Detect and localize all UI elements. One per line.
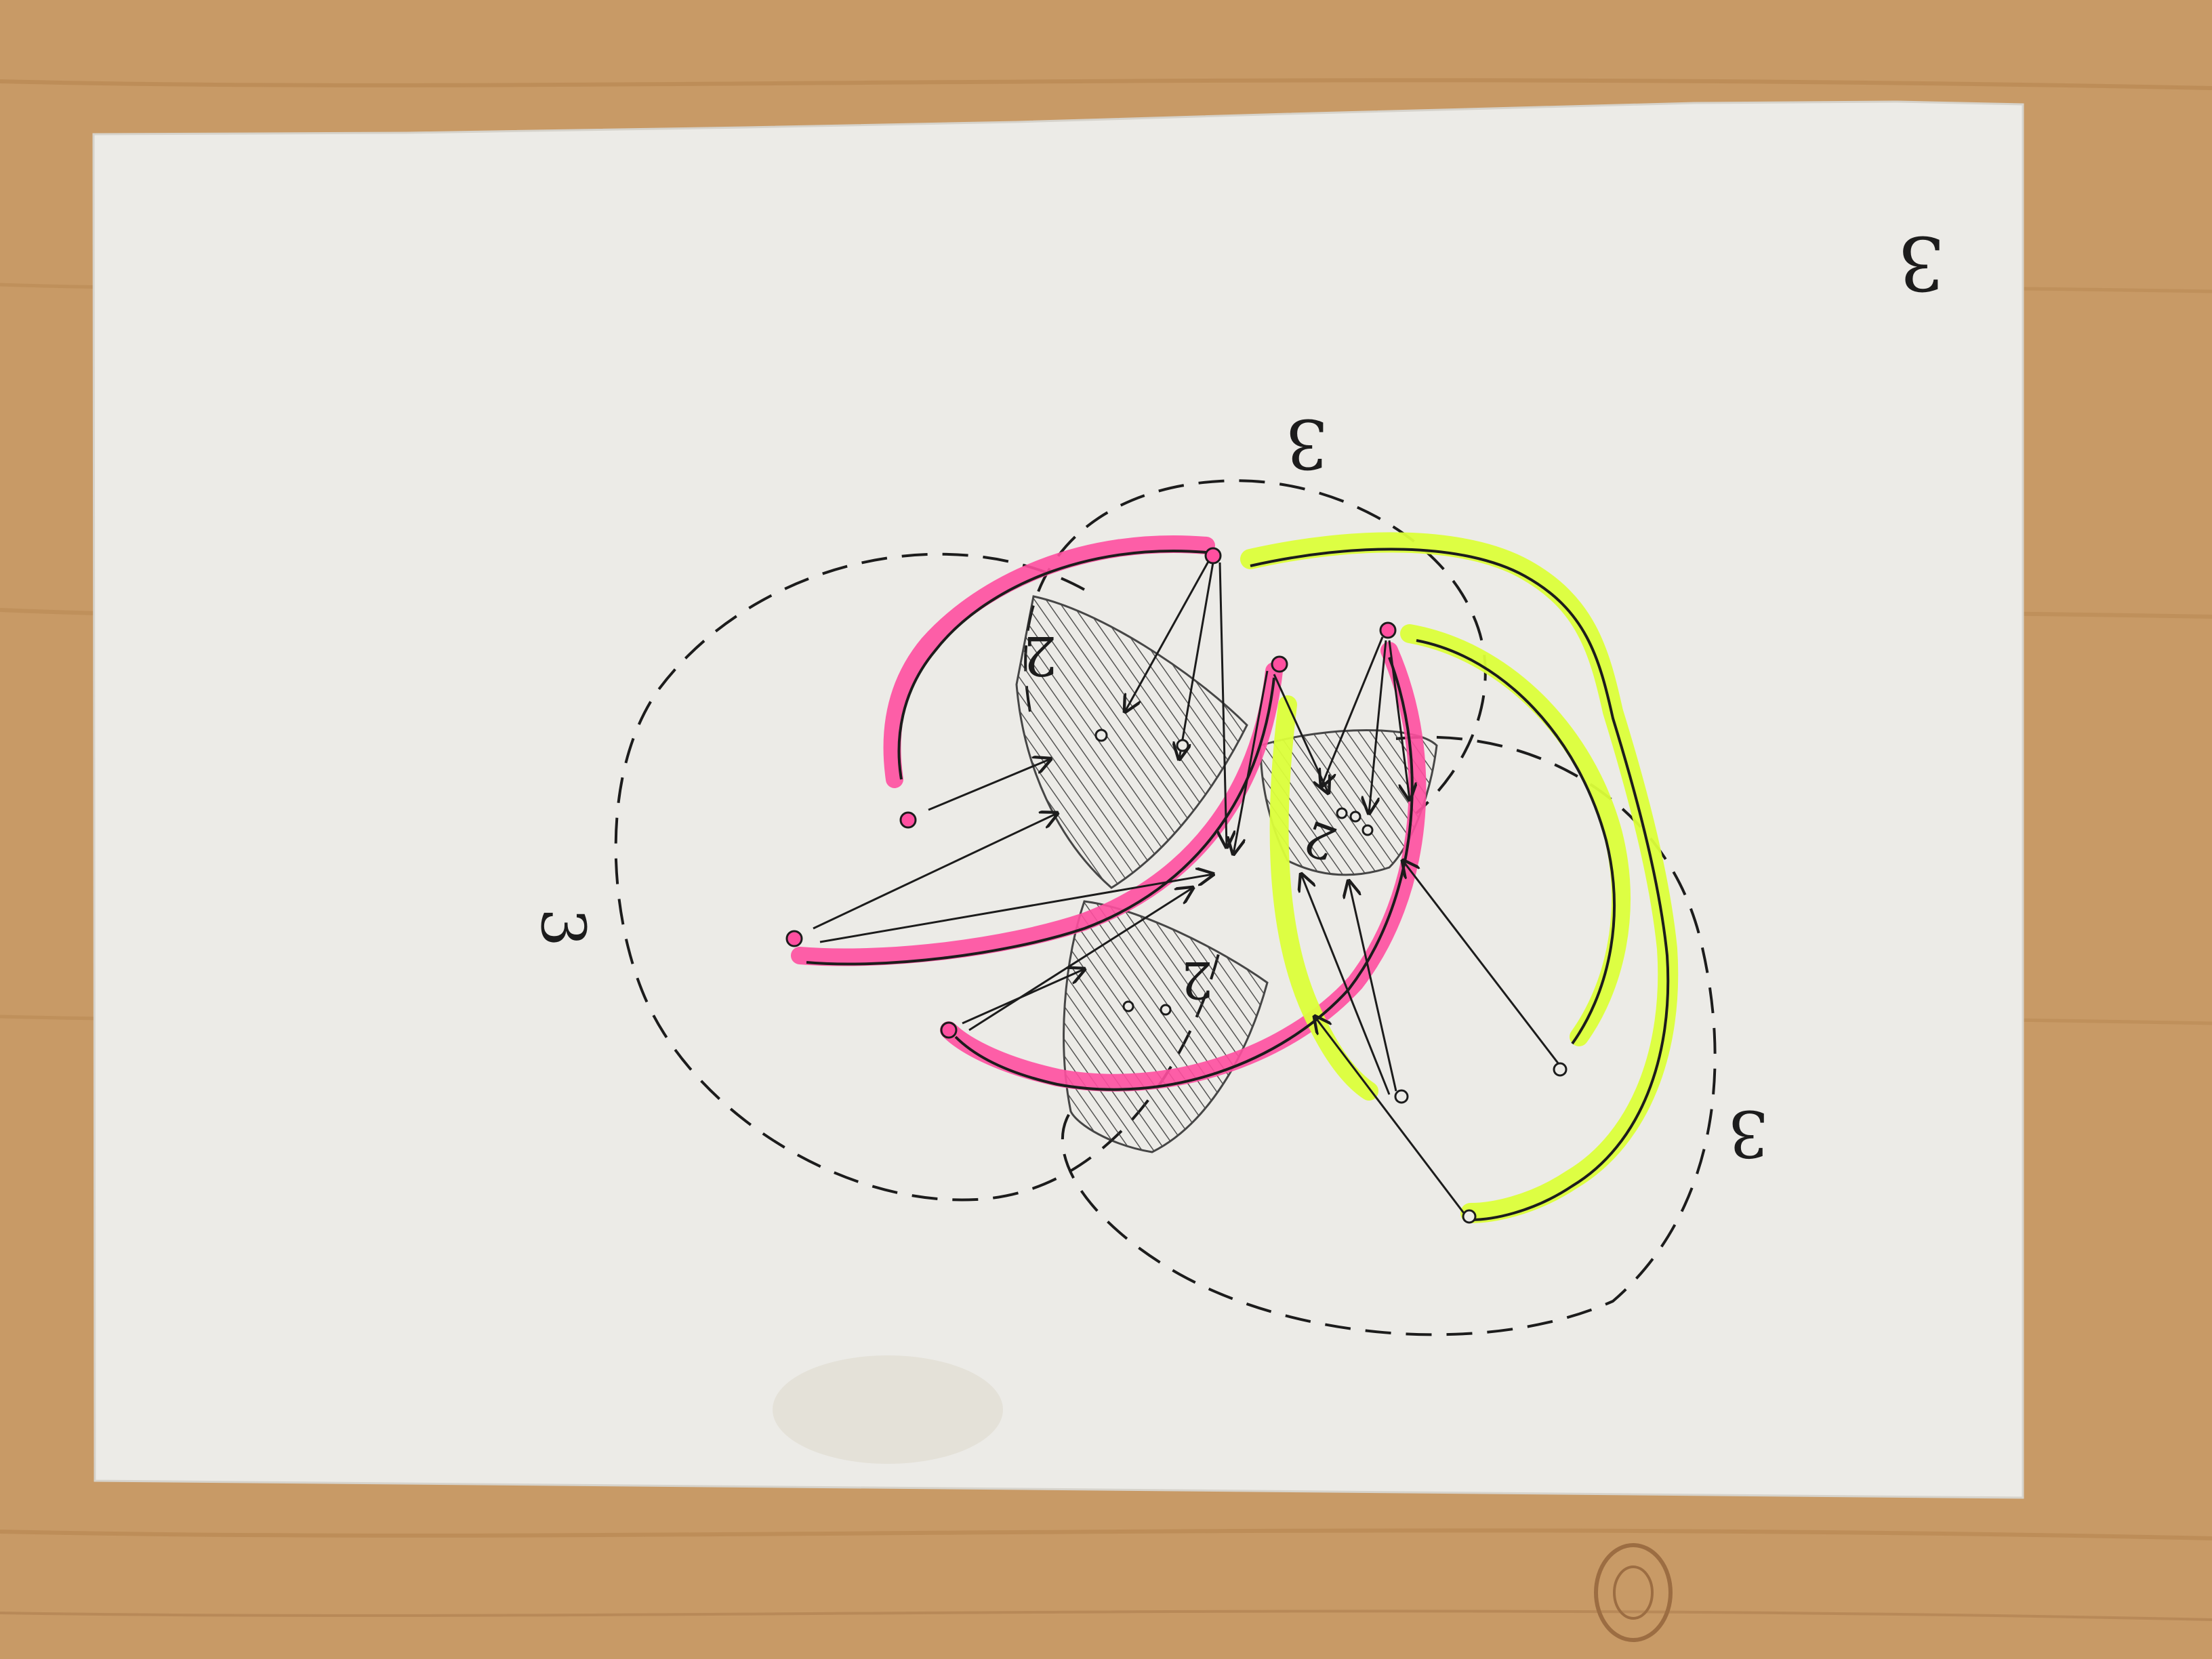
- corner-label: 3: [1898, 220, 1945, 306]
- node: [1462, 1209, 1477, 1224]
- region-label-top: 3: [1285, 404, 1328, 483]
- arrows: [813, 558, 1560, 1214]
- node: [1379, 621, 1397, 639]
- node: [1394, 1089, 1409, 1104]
- node: [1160, 1004, 1172, 1016]
- node: [1349, 811, 1361, 823]
- shaded-region-top: [1015, 595, 1248, 889]
- node: [940, 1021, 958, 1039]
- node: [1204, 547, 1222, 565]
- dashed-regions: [614, 479, 1717, 1336]
- region-right: [1061, 735, 1717, 1336]
- wood-knot: [1594, 1543, 1673, 1642]
- yellow-arc-top: [1240, 532, 1679, 1223]
- region-label-left: 3: [527, 908, 598, 947]
- yellow-arc-inner: [1400, 624, 1631, 1046]
- region-label-right: 3: [1728, 1096, 1769, 1170]
- shaded-regions: [1015, 595, 1438, 1153]
- node: [1094, 729, 1108, 742]
- node: [1361, 824, 1374, 836]
- node: [785, 930, 803, 947]
- node: [899, 811, 917, 829]
- region-left: [614, 552, 1221, 1202]
- region-top: [1024, 479, 1487, 815]
- paper-stain: [773, 1355, 1003, 1464]
- node: [1553, 1062, 1568, 1077]
- node: [1336, 807, 1348, 819]
- yellow-arc-lower: [1269, 695, 1378, 1101]
- node: [1271, 655, 1288, 673]
- node: [1176, 739, 1189, 752]
- node: [1122, 1000, 1134, 1012]
- shaded-label-bottom: 2: [1181, 950, 1213, 1010]
- shaded-label-top: 2: [1023, 624, 1057, 687]
- pink-arc-top-left: [883, 535, 1215, 788]
- nodes: [785, 547, 1568, 1224]
- pink-arc-middle: [791, 662, 1283, 966]
